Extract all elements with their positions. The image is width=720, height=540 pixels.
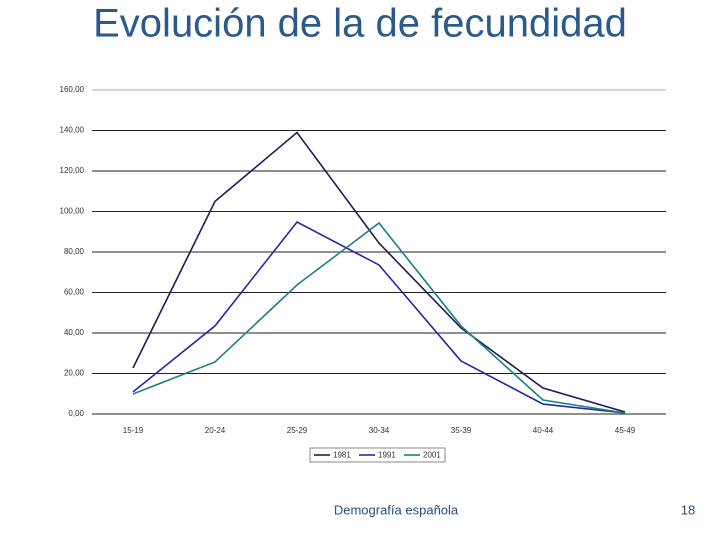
y-tick-label: 120,00	[60, 166, 85, 175]
legend-box	[309, 447, 446, 463]
y-tick-label: 100,00	[60, 207, 85, 216]
footer-text: Demografía española	[334, 502, 459, 517]
y-tick-label: 80,00	[64, 247, 85, 256]
legend-label: 1981	[333, 451, 351, 460]
legend-label: 1991	[378, 451, 396, 460]
y-tick-label: 140,00	[60, 126, 85, 135]
y-tick-label: 160,00	[60, 85, 85, 94]
y-tick-label: 60,00	[64, 288, 85, 297]
x-tick-label: 30-34	[369, 426, 390, 435]
series-line	[132, 221, 626, 414]
x-tick-label: 20-24	[205, 426, 226, 435]
y-tick-label: 20,00	[64, 369, 85, 378]
x-tick-label: 25-29	[287, 426, 308, 435]
page-number: 18	[681, 502, 695, 517]
x-tick-label: 40-44	[533, 426, 554, 435]
slide-title: Evolución de la de fecundidad	[93, 2, 627, 46]
x-tick-label: 45-49	[615, 426, 636, 435]
x-tick-label: 35-39	[451, 426, 472, 435]
y-tick-label: 0,00	[68, 409, 84, 418]
y-tick-label: 40,00	[64, 328, 85, 337]
series-line	[132, 131, 626, 413]
legend-label: 2001	[423, 451, 441, 460]
series-line	[132, 221, 626, 414]
x-tick-label: 15-19	[123, 426, 144, 435]
